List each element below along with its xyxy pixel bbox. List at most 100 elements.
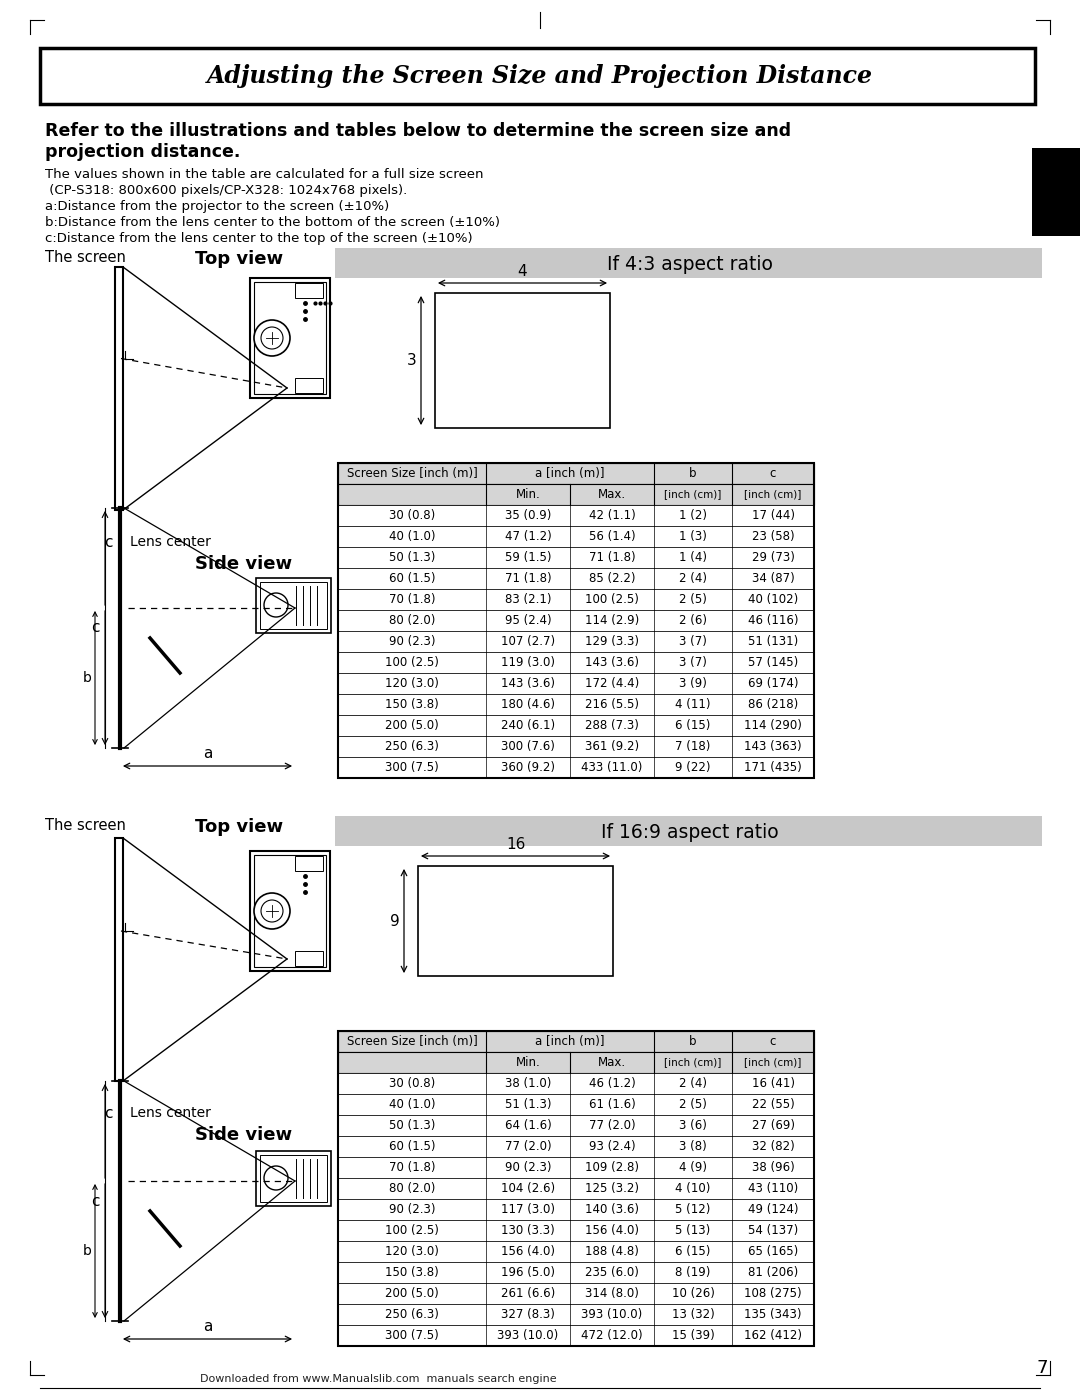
Bar xyxy=(338,483,814,504)
Text: Lens center: Lens center xyxy=(130,535,211,549)
Bar xyxy=(338,757,814,778)
Text: Min.: Min. xyxy=(515,1056,540,1069)
Bar xyxy=(338,673,814,694)
Text: c: c xyxy=(92,1193,100,1208)
Text: 5 (13): 5 (13) xyxy=(675,1224,711,1236)
Bar xyxy=(338,1220,814,1241)
Text: 38 (1.0): 38 (1.0) xyxy=(504,1077,551,1090)
Bar xyxy=(338,548,814,569)
Text: 114 (2.9): 114 (2.9) xyxy=(585,615,639,627)
Text: [inch (cm)]: [inch (cm)] xyxy=(744,489,801,500)
Text: 3: 3 xyxy=(407,353,417,367)
Text: 50 (1.3): 50 (1.3) xyxy=(389,550,435,564)
Bar xyxy=(338,1241,814,1261)
Text: a: a xyxy=(203,1319,212,1334)
Text: 42 (1.1): 42 (1.1) xyxy=(589,509,635,522)
Text: 93 (2.4): 93 (2.4) xyxy=(589,1140,635,1153)
Text: 51 (1.3): 51 (1.3) xyxy=(504,1098,551,1111)
Text: 120 (3.0): 120 (3.0) xyxy=(386,1245,438,1259)
Text: 57 (145): 57 (145) xyxy=(747,657,798,669)
Text: 29 (73): 29 (73) xyxy=(752,550,795,564)
Text: c: c xyxy=(770,1035,777,1048)
Bar xyxy=(335,249,1042,278)
Text: 433 (11.0): 433 (11.0) xyxy=(581,761,643,774)
Text: 38 (96): 38 (96) xyxy=(752,1161,795,1173)
Text: 43 (110): 43 (110) xyxy=(747,1182,798,1194)
Text: 60 (1.5): 60 (1.5) xyxy=(389,1140,435,1153)
Bar xyxy=(254,855,326,967)
Text: 188 (4.8): 188 (4.8) xyxy=(585,1245,639,1259)
Text: 104 (2.6): 104 (2.6) xyxy=(501,1182,555,1194)
Text: Downloaded from www.Manualslib.com  manuals search engine: Downloaded from www.Manualslib.com manua… xyxy=(200,1375,556,1384)
Bar xyxy=(260,1155,327,1201)
Text: 9 (22): 9 (22) xyxy=(675,761,711,774)
Text: 40 (1.0): 40 (1.0) xyxy=(389,1098,435,1111)
Text: 130 (3.3): 130 (3.3) xyxy=(501,1224,555,1236)
Text: 1 (2): 1 (2) xyxy=(679,509,707,522)
Text: 54 (137): 54 (137) xyxy=(747,1224,798,1236)
Bar xyxy=(256,1151,330,1206)
Text: 100 (2.5): 100 (2.5) xyxy=(386,657,438,669)
Text: c: c xyxy=(92,620,100,636)
Bar xyxy=(338,1303,814,1324)
Text: 235 (6.0): 235 (6.0) xyxy=(585,1266,639,1280)
Text: a [inch (m)]: a [inch (m)] xyxy=(536,1035,605,1048)
Bar xyxy=(338,483,814,504)
Text: Adjusting the Screen Size and Projection Distance: Adjusting the Screen Size and Projection… xyxy=(207,64,873,88)
Text: Top view: Top view xyxy=(195,250,283,268)
Bar xyxy=(338,1094,814,1115)
Bar xyxy=(338,504,814,527)
Text: 300 (7.5): 300 (7.5) xyxy=(386,1329,438,1343)
Text: 300 (7.5): 300 (7.5) xyxy=(386,761,438,774)
Text: 314 (8.0): 314 (8.0) xyxy=(585,1287,639,1301)
Text: 50 (1.3): 50 (1.3) xyxy=(389,1119,435,1132)
Text: The screen: The screen xyxy=(45,250,126,265)
Text: 7: 7 xyxy=(1036,1359,1048,1377)
Text: 46 (116): 46 (116) xyxy=(747,615,798,627)
Text: 70 (1.8): 70 (1.8) xyxy=(389,1161,435,1173)
Text: c: c xyxy=(104,1106,112,1120)
Text: Side view: Side view xyxy=(195,555,292,573)
Text: 196 (5.0): 196 (5.0) xyxy=(501,1266,555,1280)
Text: 172 (4.4): 172 (4.4) xyxy=(585,678,639,690)
Text: 17 (44): 17 (44) xyxy=(752,509,795,522)
Bar xyxy=(338,652,814,673)
Text: 86 (218): 86 (218) xyxy=(747,698,798,711)
Text: 114 (290): 114 (290) xyxy=(744,719,802,732)
Text: 30 (0.8): 30 (0.8) xyxy=(389,509,435,522)
Bar xyxy=(338,1031,814,1052)
Text: 13 (32): 13 (32) xyxy=(672,1308,714,1322)
Bar xyxy=(260,583,327,629)
Text: Top view: Top view xyxy=(195,819,283,835)
Text: 1 (3): 1 (3) xyxy=(679,529,707,543)
Text: 23 (58): 23 (58) xyxy=(752,529,794,543)
Text: 80 (2.0): 80 (2.0) xyxy=(389,615,435,627)
Text: 47 (1.2): 47 (1.2) xyxy=(504,529,552,543)
Bar xyxy=(338,527,814,548)
Text: 6 (15): 6 (15) xyxy=(675,1245,711,1259)
Text: 51 (131): 51 (131) xyxy=(747,636,798,648)
Bar xyxy=(1032,148,1080,236)
Text: 3 (9): 3 (9) xyxy=(679,678,707,690)
Text: 119 (3.0): 119 (3.0) xyxy=(501,657,555,669)
Text: 49 (124): 49 (124) xyxy=(747,1203,798,1215)
Text: 95 (2.4): 95 (2.4) xyxy=(504,615,551,627)
Bar xyxy=(418,866,613,977)
Text: 40 (102): 40 (102) xyxy=(747,592,798,606)
Text: Screen Size [inch (m)]: Screen Size [inch (m)] xyxy=(347,1035,477,1048)
Text: 77 (2.0): 77 (2.0) xyxy=(504,1140,551,1153)
Text: 361 (9.2): 361 (9.2) xyxy=(585,740,639,753)
Bar xyxy=(338,1282,814,1303)
Text: 150 (3.8): 150 (3.8) xyxy=(386,698,438,711)
Text: 4 (9): 4 (9) xyxy=(679,1161,707,1173)
Text: 2 (4): 2 (4) xyxy=(679,1077,707,1090)
Text: b: b xyxy=(83,671,92,685)
Text: 90 (2.3): 90 (2.3) xyxy=(504,1161,551,1173)
Text: 117 (3.0): 117 (3.0) xyxy=(501,1203,555,1215)
Bar xyxy=(295,284,323,298)
Text: 15 (39): 15 (39) xyxy=(672,1329,714,1343)
Text: 250 (6.3): 250 (6.3) xyxy=(386,740,438,753)
Text: 250 (6.3): 250 (6.3) xyxy=(386,1308,438,1322)
Bar xyxy=(256,578,330,633)
Text: 35 (0.9): 35 (0.9) xyxy=(504,509,551,522)
